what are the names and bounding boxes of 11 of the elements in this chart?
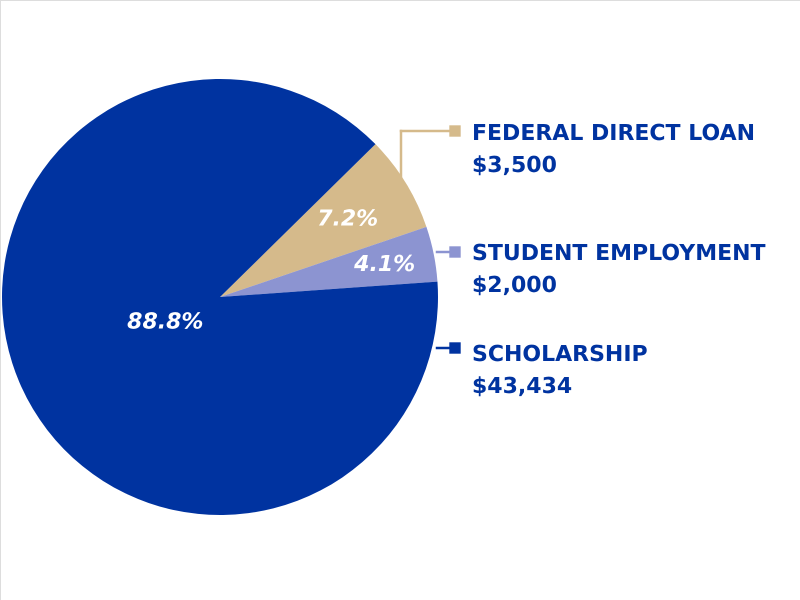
legend-label: FEDERAL DIRECT LOAN: [472, 121, 756, 146]
pie-slice: [220, 226, 438, 297]
legend-label: STUDENT EMPLOYMENT: [472, 241, 766, 266]
data-label: $43,434: [472, 374, 572, 399]
data-label: $2,000: [472, 273, 557, 298]
text: 7.2%: [317, 206, 378, 232]
data-label: $3,500: [472, 153, 557, 178]
legend-label: SCHOLARSHIP: [472, 342, 648, 367]
text: 4.1%: [353, 252, 416, 277]
text: 88.8%: [127, 310, 204, 335]
pie-slice: [2, 79, 438, 515]
